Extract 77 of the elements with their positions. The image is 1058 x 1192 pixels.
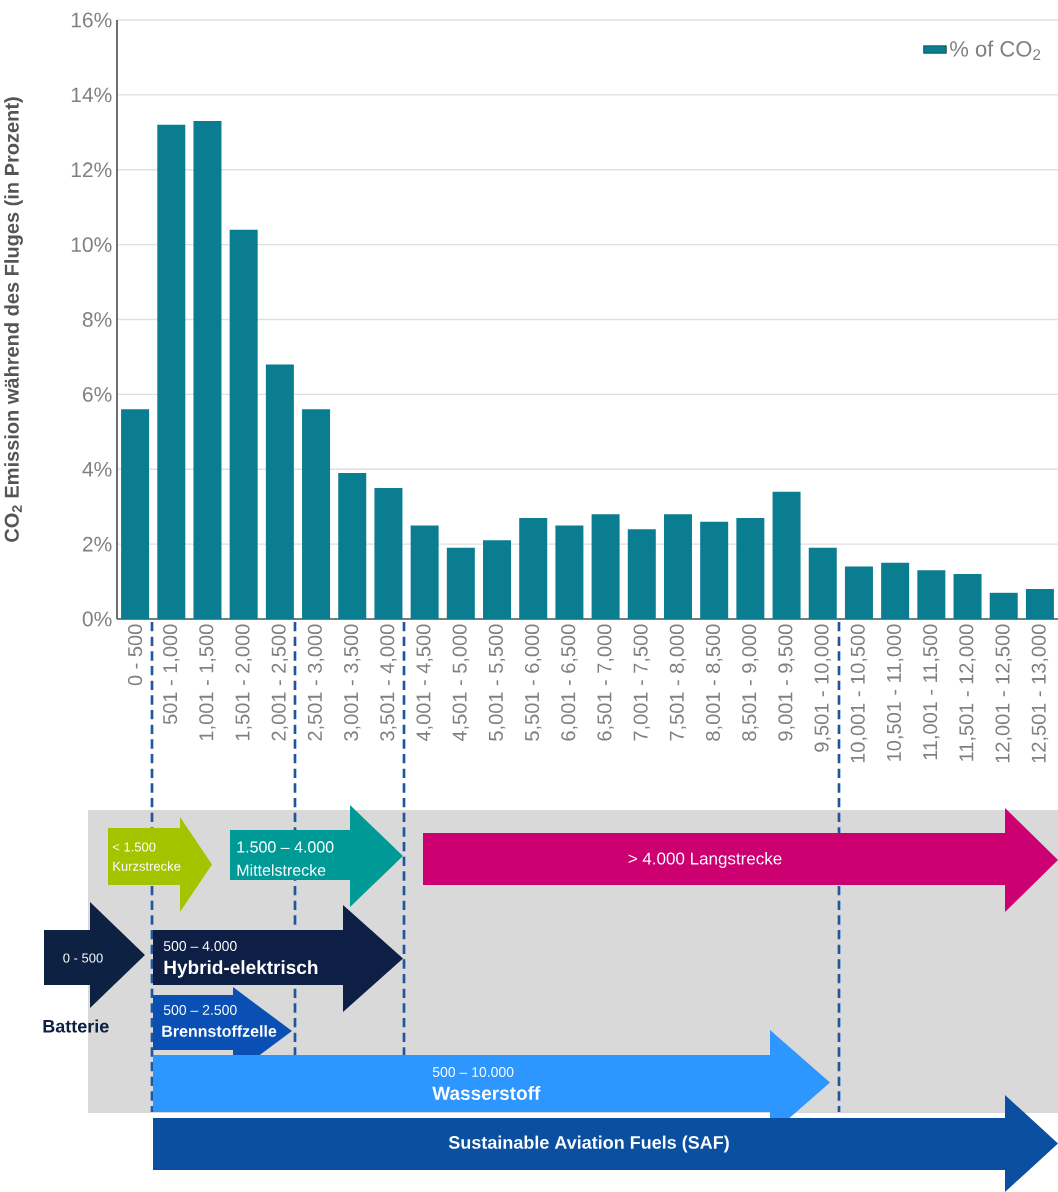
text: Batterie xyxy=(43,1019,109,1033)
x-tick-label: 1,001 - 1,500 xyxy=(199,624,216,741)
bar xyxy=(844,566,873,619)
x-tick-label: 4,001 - 4,500 xyxy=(416,624,433,742)
text: < 1.500 xyxy=(112,842,156,852)
x-tick-label: 5,001 - 5,500 xyxy=(488,624,506,741)
bar xyxy=(1025,589,1054,619)
text: Hybrid-elektrisch xyxy=(164,960,318,978)
x-tick-label: 10,501 - 11,000 xyxy=(886,624,904,761)
bar xyxy=(193,121,222,619)
y-tick-label: 14% xyxy=(71,87,112,103)
bar xyxy=(917,570,946,619)
text: Sustainable Aviation Fuels (SAF) xyxy=(448,1135,729,1153)
x-tick-label: 12,001 - 12,500 xyxy=(995,624,1012,763)
bar xyxy=(772,491,801,619)
bar xyxy=(953,574,982,619)
x-tick-label: 7,001 - 7,500 xyxy=(633,624,651,741)
bar xyxy=(483,540,512,619)
bar xyxy=(663,514,692,619)
x-tick-label: 11,501 - 12,000 xyxy=(959,624,976,761)
y-tick-label: 10% xyxy=(71,237,112,253)
y-tick-label: 0% xyxy=(82,611,112,627)
y-tick-label: 6% xyxy=(83,386,112,402)
bar xyxy=(700,521,729,619)
x-tick-label: 0 - 500 xyxy=(128,624,143,686)
bar xyxy=(555,525,584,619)
x-tick-label: 5,501 - 6,000 xyxy=(524,624,542,741)
x-tick-label: 2,001 - 2,500 xyxy=(271,624,289,741)
text: 0 - 500 xyxy=(63,953,103,963)
y-tick-label: 16% xyxy=(71,12,112,28)
y-axis-title: CO$_{2}$ Emission während des Fluges (in Prozent) xyxy=(4,97,23,542)
x-tick-label: 3,501 - 4,000 xyxy=(380,624,397,741)
bar xyxy=(338,472,367,619)
text: Brennstoffzelle xyxy=(162,1025,277,1037)
x-tick-label: 11,001 - 11,500 xyxy=(923,624,940,760)
y-tick-label: 8% xyxy=(82,312,112,327)
bar xyxy=(374,487,403,619)
x-tick-label: 12,501 - 13,000 xyxy=(1031,624,1049,763)
text: 500 – 10.000 xyxy=(432,1067,514,1077)
x-tick-label: 8,501 - 9,000 xyxy=(742,624,759,741)
text: 1.500 – 4.000 xyxy=(237,841,334,853)
x-tick-label: 3,001 - 3,500 xyxy=(343,624,361,741)
legend-label: % of CO$_{2}$ xyxy=(950,40,1041,60)
x-tick-label: 6,001 - 6,500 xyxy=(561,624,578,741)
bar xyxy=(519,517,548,619)
x-tick-label: 7,501 - 8,000 xyxy=(669,624,687,741)
x-tick-label: 6,501 - 7,000 xyxy=(597,624,614,741)
bar xyxy=(989,592,1018,619)
x-tick-label: 10,001 - 10,500 xyxy=(850,624,868,763)
text: Mittelstrecke xyxy=(237,864,326,876)
x-tick-label: 4,501 - 5,000 xyxy=(452,624,470,742)
y-tick-label: 4% xyxy=(82,461,112,477)
bar xyxy=(881,562,910,619)
y-tick-label: 12% xyxy=(71,162,112,178)
bar xyxy=(446,547,475,619)
text: Kurzstrecke xyxy=(113,861,181,871)
x-tick-label: 501 - 1,000 xyxy=(163,624,180,725)
x-tick-label: 9,501 - 10,000 xyxy=(814,624,832,752)
bar xyxy=(157,124,186,619)
y-tick-label: 2% xyxy=(82,536,112,552)
bar xyxy=(229,229,258,619)
bar xyxy=(591,514,620,619)
text: 500 – 4.000 xyxy=(163,941,237,951)
bar xyxy=(410,525,439,619)
x-tick-label: 2,501 - 3,000 xyxy=(307,624,325,741)
text: Wasserstoff xyxy=(432,1086,541,1100)
bar xyxy=(265,364,294,619)
x-tick-label: 9,001 - 9,500 xyxy=(778,624,795,741)
text: > 4.000 Langstrecke xyxy=(628,852,782,868)
text: 500 – 2.500 xyxy=(163,1005,237,1015)
x-tick-label: 8,001 - 8,500 xyxy=(705,624,723,741)
bar xyxy=(302,409,331,619)
bar xyxy=(808,547,837,619)
bar xyxy=(627,529,656,619)
bar xyxy=(736,517,765,619)
bar xyxy=(121,409,150,619)
x-tick-label: 1,501 - 2,000 xyxy=(235,624,252,741)
